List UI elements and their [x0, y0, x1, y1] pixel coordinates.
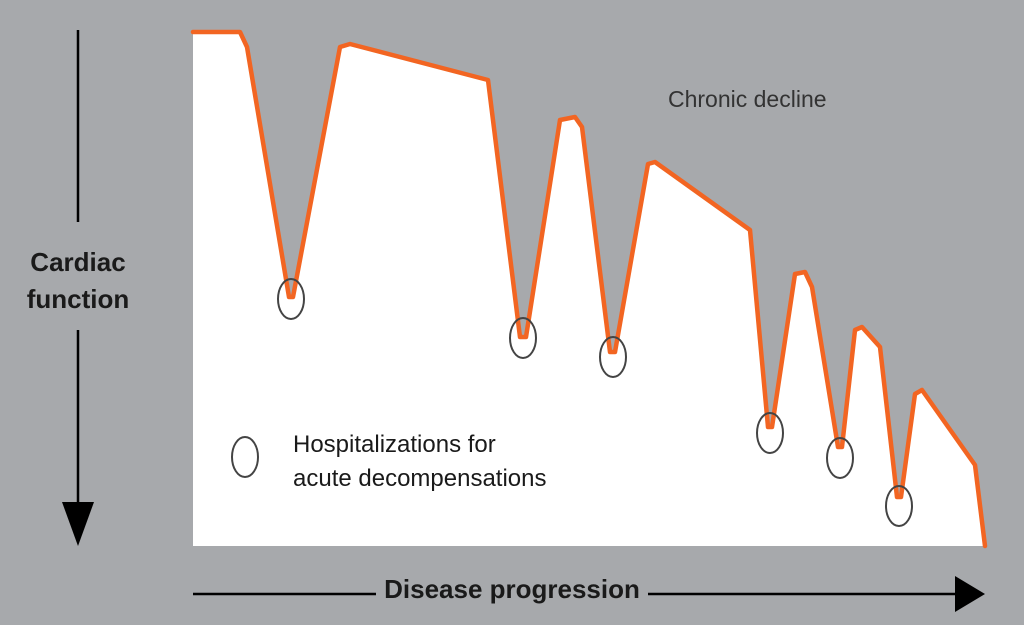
plot-area — [193, 30, 985, 546]
decompensation-marker — [509, 317, 537, 359]
y-axis-label-line1: Cardiac — [30, 247, 126, 277]
legend-label: Hospitalizations for acute decompensatio… — [293, 428, 547, 496]
decompensation-marker — [756, 412, 784, 454]
cardiac-function-curve — [190, 29, 988, 549]
y-axis-label: Cardiac function — [4, 244, 152, 318]
legend-line2: acute decompensations — [293, 465, 547, 492]
x-axis-label: Disease progression — [0, 572, 1024, 606]
decompensation-marker — [277, 278, 305, 320]
decompensation-marker — [599, 336, 627, 378]
decompensation-marker — [826, 437, 854, 479]
y-axis-label-line2: function — [26, 284, 130, 314]
decompensation-markers — [277, 278, 913, 527]
chronic-decline-label: Chronic decline — [668, 86, 827, 112]
circle-outline-icon — [231, 436, 259, 478]
decompensation-marker — [885, 485, 913, 527]
legend-line1: Hospitalizations for — [293, 431, 496, 458]
y-axis-arrow — [62, 30, 94, 546]
x-axis-label-text: Disease progression — [376, 572, 648, 606]
